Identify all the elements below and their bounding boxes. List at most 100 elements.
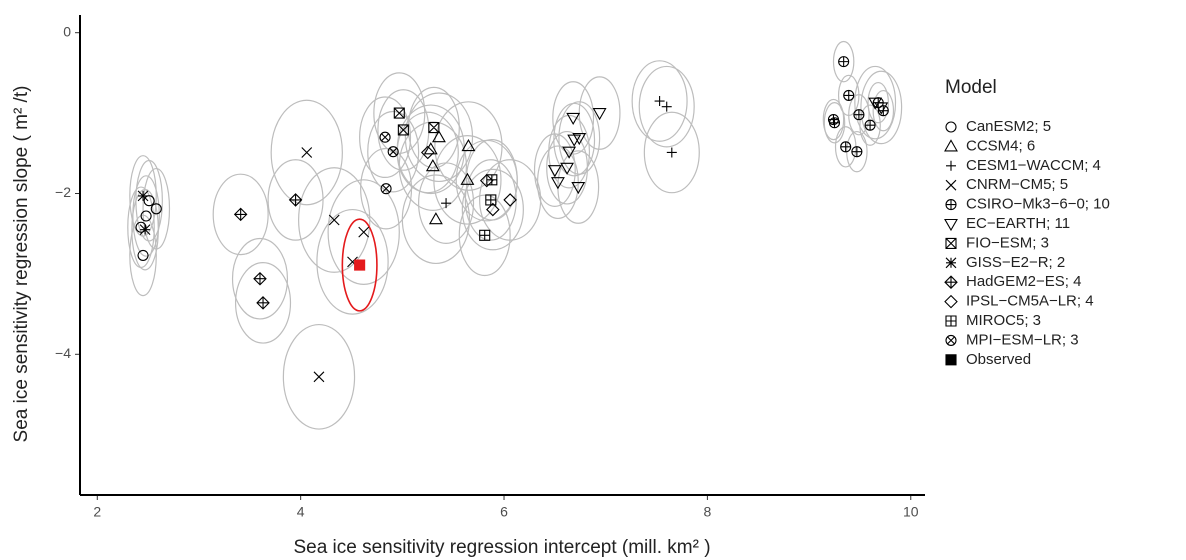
confidence-ellipse <box>267 159 324 241</box>
marker <box>851 146 863 158</box>
marker <box>137 249 149 261</box>
marker <box>562 146 577 159</box>
marker <box>423 142 438 155</box>
marker <box>479 173 494 188</box>
x-tick-label: 8 <box>703 504 711 520</box>
confidence-ellipse <box>360 147 413 230</box>
legend-key <box>945 121 957 133</box>
y-axis-title: Sea ice sensitivity regression slope ( m… <box>11 86 32 443</box>
marker <box>288 193 303 207</box>
confidence-ellipse <box>546 130 589 205</box>
x-tick-label: 4 <box>297 504 305 520</box>
marker <box>135 221 147 233</box>
legend-key <box>945 199 957 211</box>
legend-key <box>945 315 957 327</box>
legend-key <box>946 160 956 171</box>
confidence-ellipse <box>458 194 511 277</box>
marker <box>397 124 409 136</box>
marker <box>380 183 392 195</box>
legend-key <box>945 257 957 269</box>
marker <box>479 229 491 241</box>
confidence-ellipse <box>854 65 897 140</box>
legend-key <box>945 179 957 191</box>
marker <box>393 107 405 119</box>
legend-label: IPSL−CM5A−LR; 4 <box>966 293 1094 310</box>
legend-label: CanESM2; 5 <box>966 118 1051 135</box>
marker <box>547 165 562 178</box>
marker <box>137 190 149 202</box>
legend-key <box>944 294 958 309</box>
confidence-ellipse <box>859 104 881 146</box>
legend-title: Model <box>945 77 997 98</box>
marker <box>139 224 151 236</box>
marker <box>592 108 607 121</box>
marker <box>486 174 498 186</box>
marker <box>140 210 152 222</box>
confidence-ellipse <box>316 208 389 315</box>
confidence-ellipse <box>867 81 889 124</box>
confidence-ellipse <box>129 155 157 237</box>
legend-key <box>945 334 957 346</box>
confidence-ellipse <box>872 89 895 132</box>
x-tick-label: 2 <box>93 504 101 520</box>
confidence-ellipse <box>832 40 855 83</box>
marker <box>503 193 517 207</box>
legend-label: EC−EARTH; 11 <box>966 215 1070 232</box>
legend-label: MIROC5; 3 <box>966 312 1041 329</box>
marker <box>461 138 476 152</box>
legend-key <box>944 218 958 232</box>
legend-label: Observed <box>966 351 1031 368</box>
marker <box>301 147 313 158</box>
legend-label: CSIRO−Mk3−6−0; 10 <box>966 196 1110 213</box>
marker <box>828 117 841 129</box>
marker <box>425 159 440 172</box>
confidence-ellipse <box>131 188 159 271</box>
marker <box>572 132 587 146</box>
legend-label: MPI−ESM−LR; 3 <box>966 331 1079 348</box>
confidence-ellipse <box>341 218 378 312</box>
marker <box>420 145 435 160</box>
marker <box>428 122 440 134</box>
marker <box>256 296 270 310</box>
marker <box>567 134 582 147</box>
confidence-ellipse <box>533 133 576 207</box>
confidence-ellipse <box>231 237 289 320</box>
confidence-ellipse <box>129 214 157 297</box>
marker <box>566 112 581 126</box>
confidence-ellipse <box>367 110 420 193</box>
marker <box>233 207 248 222</box>
marker <box>150 203 162 215</box>
marker <box>838 56 850 68</box>
marker <box>654 96 665 107</box>
marker <box>666 147 677 158</box>
marker <box>431 130 446 143</box>
marker <box>313 371 325 383</box>
confidence-ellipse <box>282 323 356 430</box>
marker <box>853 109 865 121</box>
confidence-ellipse <box>404 92 474 183</box>
confidence-ellipse <box>433 135 502 225</box>
legend-label: CESM1−WACCM; 4 <box>966 157 1101 174</box>
legend-key <box>944 139 958 152</box>
marker <box>840 141 852 153</box>
confidence-ellipse <box>631 60 688 142</box>
confidence-ellipse <box>270 99 343 206</box>
legend-label: GISS−E2−R; 2 <box>966 254 1065 271</box>
marker <box>379 131 391 143</box>
confidence-ellipse <box>373 72 426 154</box>
marker <box>354 259 366 271</box>
marker <box>843 89 855 101</box>
marker <box>428 212 443 225</box>
marker <box>874 102 889 115</box>
marker <box>387 146 399 158</box>
confidence-ellipse <box>327 179 400 285</box>
marker <box>358 226 370 238</box>
confidence-ellipse <box>461 168 524 251</box>
confidence-ellipse <box>823 102 846 144</box>
confidence-ellipse <box>638 65 695 148</box>
y-tick-label: −2 <box>55 184 71 200</box>
marker <box>550 177 565 190</box>
x-tick-label: 6 <box>500 504 508 520</box>
legend-key <box>945 354 957 366</box>
